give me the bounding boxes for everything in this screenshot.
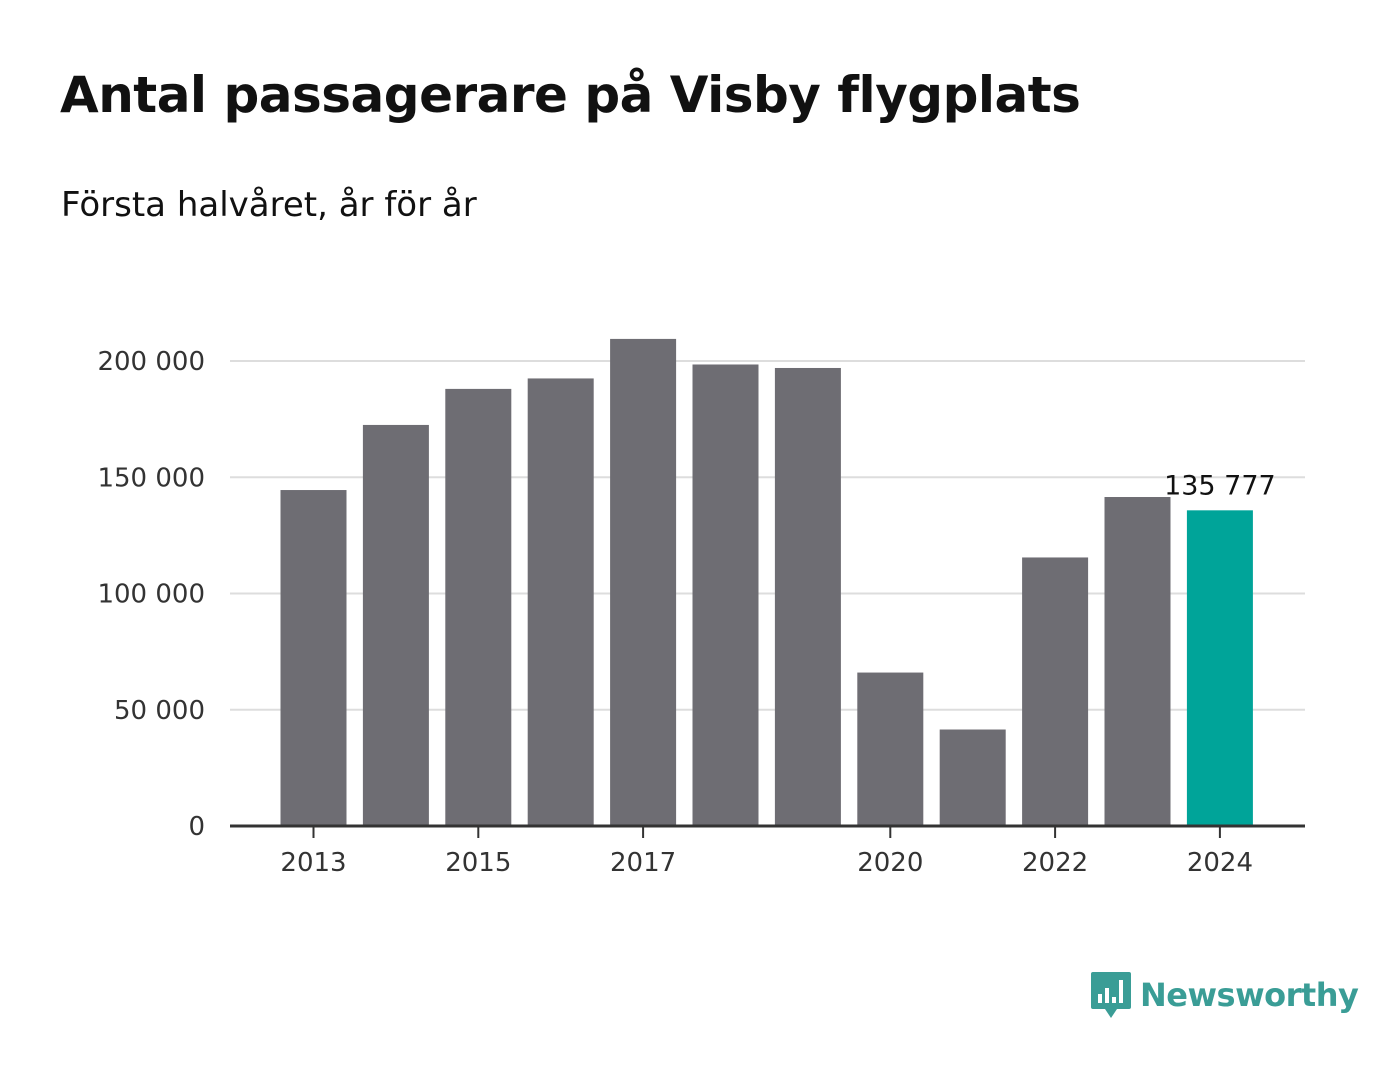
y-tick-label: 50 000 — [114, 696, 205, 726]
bar-2020 — [857, 672, 924, 826]
x-tick-label: 2013 — [280, 848, 346, 878]
bars — [280, 338, 1253, 826]
x-tick-label: 2017 — [610, 848, 676, 878]
y-tick-label: 100 000 — [97, 580, 205, 610]
bar-2016 — [527, 378, 594, 826]
labels: 0 50 000 100 000 150 000 200 000 2013 2015 2017… — [97, 347, 1275, 878]
bar-2022 — [1022, 557, 1089, 826]
bar-2018 — [692, 364, 759, 826]
x-tick-label: 2015 — [445, 848, 511, 878]
bar-2021 — [939, 729, 1006, 826]
bar-2024 — [1186, 510, 1253, 826]
bar-2014 — [362, 424, 429, 826]
x-tick-label: 2022 — [1022, 848, 1088, 878]
y-tick-label: 200 000 — [97, 347, 205, 377]
brand-name: Newsworthy — [1140, 976, 1359, 1014]
bar-2015 — [445, 388, 512, 826]
bar-2013 — [280, 490, 347, 826]
chart-subtitle: Första halvåret, år för år — [61, 185, 477, 225]
bar-2023 — [1104, 497, 1171, 826]
data-label: 135 777 — [1164, 470, 1276, 501]
bar-2017 — [610, 338, 677, 826]
x-axis — [230, 824, 1305, 838]
bar-2019 — [774, 367, 841, 826]
chart-title: Antal passagerare på Visby flygplats — [60, 66, 1081, 124]
x-tick-label: 2020 — [857, 848, 923, 878]
x-tick-label: 2024 — [1187, 848, 1253, 878]
y-tick-label: 150 000 — [97, 463, 205, 493]
newsworthy-logo: Newsworthy — [1090, 970, 1359, 1020]
y-tick-label: 0 — [188, 812, 205, 842]
bar-chart-bubble-icon — [1091, 972, 1131, 1018]
